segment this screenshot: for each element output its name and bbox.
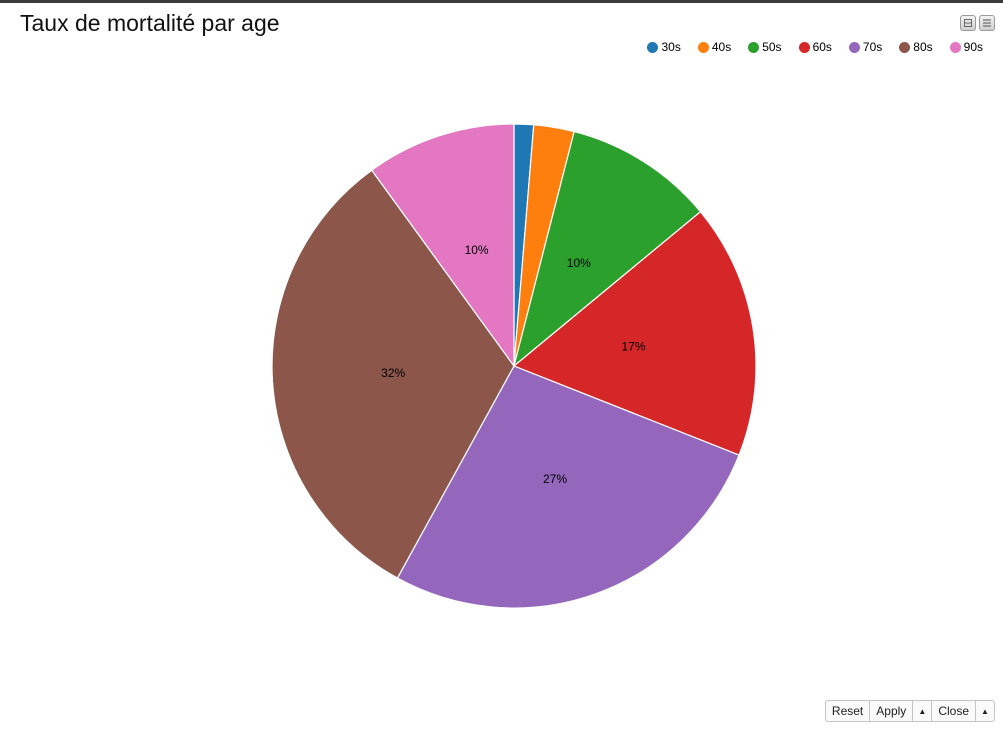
minimize-icon[interactable] bbox=[960, 15, 976, 31]
pie-label-70s: 27% bbox=[543, 472, 567, 486]
pie-slice-60s[interactable] bbox=[512, 210, 757, 456]
legend-item-50s[interactable]: 50s bbox=[748, 40, 782, 54]
legend-item-70s[interactable]: 70s bbox=[848, 40, 883, 54]
apply-button[interactable]: Apply bbox=[869, 700, 914, 722]
close-options-button[interactable]: ▲ bbox=[975, 700, 995, 722]
bottom-toolbar: Reset Apply ▲ Close ▲ bbox=[824, 700, 995, 722]
chart-title: Taux de mortalité par age bbox=[20, 10, 280, 36]
legend-swatch bbox=[949, 41, 961, 53]
pie-label-60s: 17% bbox=[621, 339, 645, 353]
triangle-up-icon: ▲ bbox=[981, 706, 989, 716]
menu-icon[interactable] bbox=[979, 15, 995, 31]
legend-item-90s[interactable]: 90s bbox=[949, 40, 983, 54]
apply-options-button[interactable]: ▲ bbox=[912, 700, 933, 722]
chart-legend: 30s 40s 50s 60s 70s 80s 90s bbox=[630, 40, 983, 54]
legend-label: 50s bbox=[762, 40, 782, 54]
close-button[interactable]: Close bbox=[931, 700, 976, 722]
legend-item-80s[interactable]: 80s bbox=[899, 40, 933, 54]
legend-item-40s[interactable]: 40s bbox=[697, 40, 732, 54]
reset-button[interactable]: Reset bbox=[824, 700, 871, 722]
legend-label: 30s bbox=[661, 40, 681, 54]
pie-slice-90s[interactable] bbox=[370, 123, 515, 368]
legend-label: 40s bbox=[711, 40, 732, 54]
legend-label: 80s bbox=[913, 40, 933, 54]
legend-swatch bbox=[899, 41, 911, 53]
pie-label-80s: 32% bbox=[381, 366, 405, 380]
legend-swatch bbox=[748, 41, 760, 53]
pie-slice-70s[interactable] bbox=[396, 365, 740, 609]
legend-label: 90s bbox=[963, 40, 983, 54]
pie-label-50s: 10% bbox=[567, 256, 591, 270]
pie-slice-80s[interactable] bbox=[271, 169, 515, 579]
window-top-border bbox=[0, 0, 1003, 3]
window-controls bbox=[960, 15, 995, 31]
pie-slice-50s[interactable] bbox=[512, 130, 702, 368]
legend-swatch bbox=[697, 41, 709, 53]
legend-label: 60s bbox=[812, 40, 832, 54]
legend-swatch bbox=[798, 41, 810, 53]
pie-label-90s: 10% bbox=[465, 243, 489, 257]
legend-item-60s[interactable]: 60s bbox=[798, 40, 832, 54]
legend-label: 70s bbox=[862, 40, 883, 54]
triangle-up-icon: ▲ bbox=[918, 706, 927, 716]
legend-item-30s[interactable]: 30s bbox=[647, 40, 681, 54]
legend-swatch bbox=[848, 41, 860, 53]
legend-swatch bbox=[647, 41, 659, 53]
